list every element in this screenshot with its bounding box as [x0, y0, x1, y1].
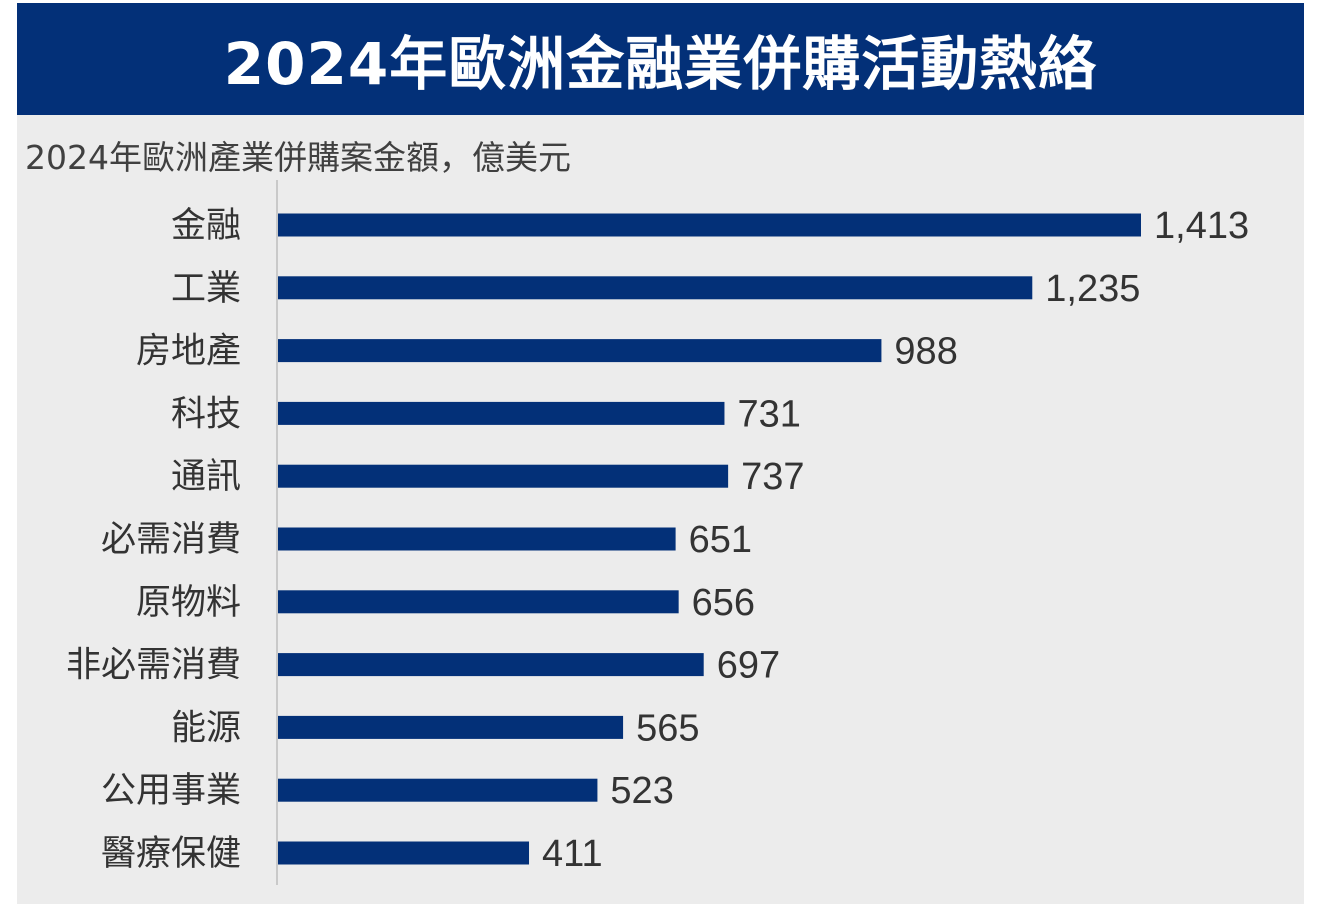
value-label: 731: [737, 393, 800, 435]
category-label: 金融: [171, 206, 241, 246]
title-banner: 2024年歐洲金融業併購活動熱絡: [17, 3, 1304, 115]
value-label: 988: [894, 331, 957, 373]
bar: [278, 339, 882, 363]
value-label: 651: [689, 519, 752, 561]
value-label: 1,235: [1045, 268, 1140, 310]
value-label: 737: [741, 456, 804, 498]
category-label: 醫療保健: [101, 834, 241, 874]
value-label: 656: [692, 582, 755, 624]
category-label: 原物料: [136, 583, 241, 623]
category-label: 公用事業: [101, 771, 241, 811]
category-label: 非必需消費: [66, 646, 241, 686]
bar: [278, 590, 679, 614]
bar: [278, 715, 624, 739]
bar: [278, 778, 598, 802]
category-label: 能源: [171, 708, 241, 748]
value-label: 411: [542, 833, 603, 875]
value-label: 523: [610, 770, 673, 812]
bar-chart: 金融 1,413 工業 1,235 房地產 988 科技 731 通訊 737 必需消費 651 原物料…: [66, 180, 1249, 885]
bar: [278, 464, 729, 488]
chart-panel: 2024年歐洲產業併購案金額，億美元 金融 1,413 工業 1,235 房地產 988 科…: [17, 115, 1304, 904]
category-label: 房地產: [136, 332, 241, 372]
value-label: 697: [717, 645, 780, 687]
bar: [278, 841, 530, 865]
value-label: 565: [636, 707, 699, 749]
category-label: 必需消費: [101, 520, 241, 560]
bar: [278, 527, 676, 551]
category-label: 科技: [171, 394, 241, 434]
bar: [278, 401, 725, 425]
category-label: 通訊: [171, 457, 241, 497]
chart-subtitle: 2024年歐洲產業併購案金額，億美元: [25, 138, 571, 177]
page-title: 2024年歐洲金融業併購活動熱絡: [223, 30, 1098, 98]
bar: [278, 276, 1033, 300]
bar: [278, 213, 1141, 237]
value-label: 1,413: [1154, 205, 1249, 247]
bars-layer: 金融 1,413 工業 1,235 房地產 988 科技 731 通訊 737 必需消費 651 原物料…: [66, 205, 1249, 875]
category-label: 工業: [171, 269, 241, 309]
bar: [278, 653, 704, 677]
